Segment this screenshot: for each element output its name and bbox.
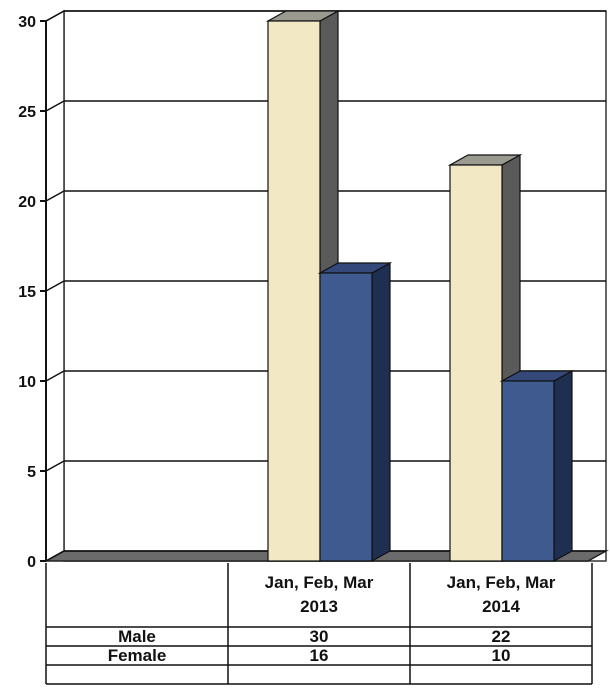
bars	[265, 9, 575, 563]
bar-side	[553, 369, 573, 563]
gridline-side	[45, 460, 65, 472]
bar	[499, 369, 575, 563]
gridline-side	[45, 10, 65, 22]
x-category-label: Jan, Feb, Mar	[265, 573, 374, 592]
bar-front	[267, 20, 321, 562]
gridline-side	[45, 550, 65, 562]
bar	[317, 261, 393, 563]
y-tick-label: 30	[18, 14, 36, 31]
data-label: 30	[310, 627, 329, 646]
y-tick-label: 20	[18, 194, 36, 211]
data-label: 10	[492, 646, 511, 665]
y-axis: 0 5 10 15 20 25 30	[18, 14, 47, 571]
data-label: 16	[310, 646, 329, 665]
y-tick-label: 25	[18, 104, 36, 121]
gridline-side	[45, 280, 65, 292]
bar-side	[371, 261, 391, 563]
x-category-label: 2013	[300, 597, 338, 616]
gridline-side	[45, 190, 65, 202]
y-tick-label: 0	[27, 554, 36, 571]
x-category-label: Jan, Feb, Mar	[447, 573, 556, 592]
gridline-side	[45, 100, 65, 112]
x-category-label: 2014	[482, 597, 520, 616]
data-table: Jan, Feb, Mar 2013 Jan, Feb, Mar 2014 Male 30…	[45, 563, 593, 685]
legend-label: Male	[118, 627, 156, 646]
bar-front	[319, 272, 373, 562]
bar	[265, 9, 341, 563]
y-tick-label: 15	[18, 284, 36, 301]
legend-label: Female	[108, 646, 167, 665]
bar-front	[501, 380, 555, 562]
data-label: 22	[492, 627, 511, 646]
bar-front	[449, 164, 503, 562]
y-tick-label: 10	[18, 374, 36, 391]
gridline-side	[45, 370, 65, 382]
y-tick-label: 5	[27, 464, 36, 481]
